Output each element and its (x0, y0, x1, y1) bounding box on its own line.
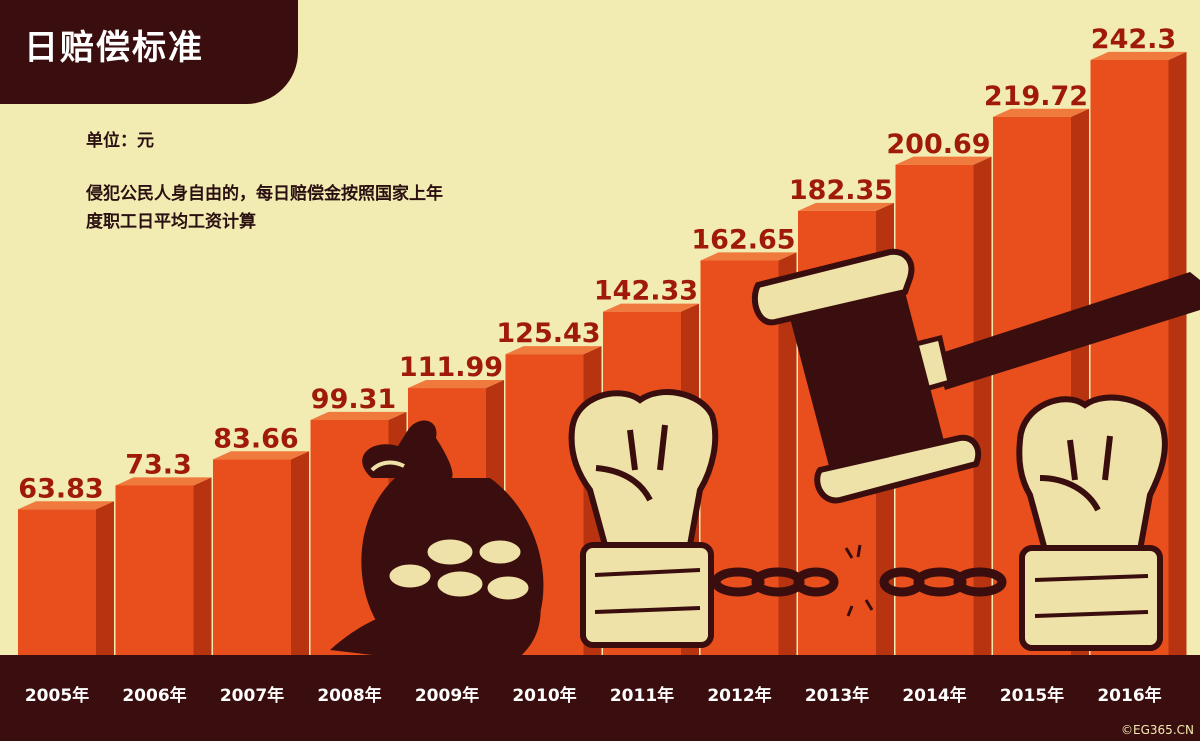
right-fist-icon (1016, 394, 1168, 651)
bar-top (408, 379, 504, 389)
x-tick-label: 2005年 (25, 685, 89, 706)
bar-top (700, 252, 797, 261)
bar-front (213, 459, 291, 670)
bar-top (603, 303, 699, 312)
bar-side (1168, 51, 1187, 670)
bar-top (213, 451, 309, 460)
bar-2006年 (115, 477, 212, 670)
chart-title: 日赔偿标准 (24, 28, 204, 68)
copyright-text: ©EG365.CN (1121, 723, 1194, 737)
illustrations (330, 248, 1200, 670)
bar-side (973, 156, 992, 670)
money-bag-icon (330, 420, 544, 670)
unit-label: 单位：元 (86, 131, 154, 151)
bar-side (778, 252, 797, 671)
baseline-band (0, 655, 1200, 741)
value-label: 242.3 (1091, 24, 1176, 55)
x-tick-label: 2006年 (122, 685, 186, 706)
value-label: 219.72 (984, 81, 1088, 112)
bar-top (18, 501, 114, 510)
x-tick-label: 2009年 (415, 685, 479, 706)
bar-side (193, 477, 212, 670)
bar-side (96, 501, 114, 670)
bar-2005年 (18, 501, 114, 670)
bar-2012年 (700, 252, 797, 671)
broken-chain-icon (711, 544, 1007, 617)
bar-top (993, 108, 1089, 117)
chart-note: 侵犯公民人身自由的，每日赔偿金按照国家上年度职工日平均工资计算 (86, 184, 443, 232)
value-label: 142.33 (594, 276, 698, 307)
value-label: 73.3 (125, 449, 192, 480)
x-tick-label: 2007年 (220, 685, 284, 706)
x-axis-labels: 2005年 2006年 2007年 2008年 2009年 2010年 2011年 2012年… (25, 685, 1162, 706)
value-label: 63.83 (18, 473, 103, 504)
bar-front (18, 509, 96, 670)
x-tick-label: 2011年 (610, 685, 674, 706)
x-tick-label: 2008年 (317, 685, 381, 706)
bar-top (895, 156, 992, 165)
value-label: 162.65 (691, 225, 795, 256)
bar-top (505, 346, 602, 355)
left-fist-icon (568, 389, 719, 648)
x-tick-label: 2015年 (1000, 685, 1064, 706)
value-label: 182.35 (789, 175, 893, 206)
bar-top (310, 411, 407, 420)
value-label: 200.69 (886, 129, 990, 160)
bar-front (115, 485, 194, 670)
x-tick-label: 2010年 (512, 685, 576, 706)
value-label: 111.99 (399, 352, 503, 383)
value-label: 125.43 (496, 318, 600, 349)
bar-2007年 (213, 451, 309, 670)
x-tick-label: 2013年 (805, 685, 869, 706)
gavel-icon (751, 248, 1200, 504)
x-tick-label: 2016年 (1097, 685, 1161, 706)
bar-side (291, 451, 309, 670)
bar-top (115, 477, 212, 486)
value-label: 83.66 (213, 423, 298, 454)
x-tick-label: 2014年 (902, 685, 966, 706)
bar-top (1090, 51, 1187, 60)
value-label: 99.31 (311, 384, 396, 415)
title-banner: 日赔偿标准 (0, 0, 298, 104)
x-tick-label: 2012年 (707, 685, 771, 706)
bar-top (798, 202, 894, 211)
